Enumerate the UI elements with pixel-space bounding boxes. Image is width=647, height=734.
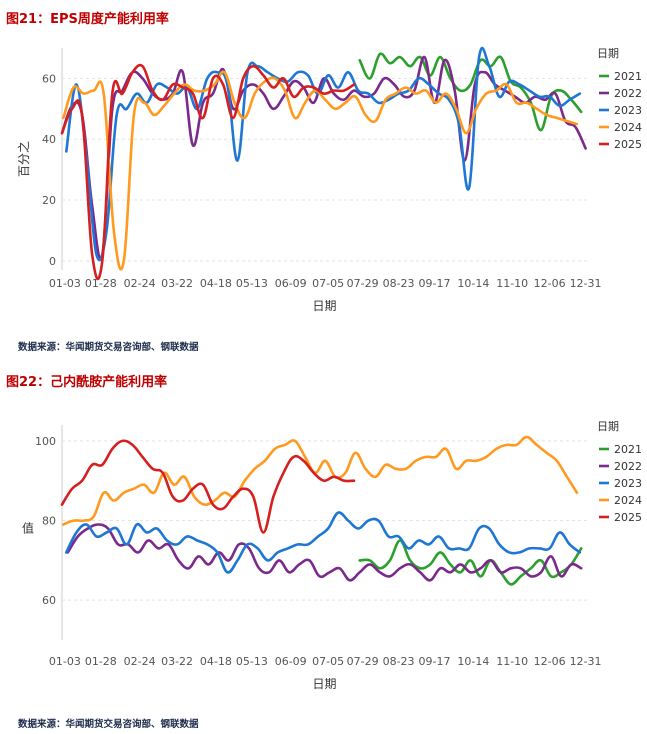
legend-label-2024: 2024 bbox=[614, 121, 642, 134]
legend-label-2022: 2022 bbox=[614, 460, 642, 473]
series-line-2025 bbox=[60, 439, 356, 534]
y-tick-label: 60 bbox=[42, 594, 56, 607]
legend-label-2024: 2024 bbox=[614, 494, 642, 507]
x-tick-label: 03-22 bbox=[161, 655, 193, 668]
x-tick-label: 02-24 bbox=[124, 655, 156, 668]
x-tick-label: 07-05 bbox=[312, 655, 344, 668]
series-line-2022 bbox=[66, 523, 583, 582]
x-tick-label: 09-17 bbox=[419, 655, 451, 668]
x-tick-label: 11-10 bbox=[496, 655, 528, 668]
y-tick-label: 100 bbox=[35, 435, 56, 448]
x-tick-label: 03-22 bbox=[161, 277, 193, 290]
figure-21-source: 数据来源：华闻期货交易咨询部、钢联数据 bbox=[18, 342, 199, 353]
x-axis-label: 日期 bbox=[312, 677, 336, 691]
x-tick-label: 11-10 bbox=[496, 277, 528, 290]
y-axis-label: 值 bbox=[22, 521, 34, 536]
legend-label-2023: 2023 bbox=[614, 104, 642, 117]
legend-label-2023: 2023 bbox=[614, 477, 642, 490]
x-tick-label: 01-03 bbox=[49, 655, 81, 668]
figure-22-source: 数据来源：华闻期货交易咨询部、钢联数据 bbox=[18, 719, 199, 730]
x-axis-label: 日期 bbox=[312, 299, 336, 313]
x-tick-label: 08-23 bbox=[383, 655, 415, 668]
series-line-2023 bbox=[65, 511, 582, 574]
x-tick-label: 02-24 bbox=[124, 277, 156, 290]
y-tick-label: 40 bbox=[42, 133, 56, 146]
figure-22-title: 图22：己内酰胺产能利用率 bbox=[6, 375, 168, 390]
legend-label-2025: 2025 bbox=[614, 138, 642, 151]
x-tick-label: 08-23 bbox=[383, 277, 415, 290]
series-line-2025 bbox=[60, 63, 356, 281]
series-line-2021 bbox=[358, 539, 583, 586]
x-tick-label: 12-31 bbox=[570, 655, 602, 668]
series-line-2024 bbox=[62, 70, 579, 271]
x-tick-label: 07-29 bbox=[347, 277, 379, 290]
x-tick-label: 12-31 bbox=[570, 277, 602, 290]
series-line-2024 bbox=[62, 435, 579, 526]
x-tick-label: 06-09 bbox=[275, 655, 307, 668]
x-tick-label: 10-14 bbox=[457, 277, 489, 290]
x-tick-label: 04-18 bbox=[200, 277, 232, 290]
y-tick-label: 20 bbox=[42, 194, 56, 207]
x-tick-label: 01-03 bbox=[49, 277, 81, 290]
legend-label-2025: 2025 bbox=[614, 511, 642, 524]
x-tick-label: 05-13 bbox=[236, 655, 268, 668]
x-tick-label: 05-13 bbox=[236, 277, 268, 290]
figure-21-title: 图21：EPS周度产能利用率 bbox=[6, 12, 169, 27]
x-tick-label: 01-28 bbox=[85, 655, 117, 668]
x-tick-label: 04-18 bbox=[200, 655, 232, 668]
legend-label-2021: 2021 bbox=[614, 70, 642, 83]
x-tick-label: 06-09 bbox=[275, 277, 307, 290]
y-tick-label: 80 bbox=[42, 515, 56, 528]
x-tick-label: 10-14 bbox=[457, 655, 489, 668]
y-axis-label: 百分之 bbox=[17, 141, 31, 177]
series-line-2021 bbox=[358, 52, 583, 132]
y-tick-label: 60 bbox=[42, 72, 56, 85]
x-tick-label: 07-05 bbox=[312, 277, 344, 290]
caprolactam-utilization-chart: 60 80 100 01-03 01-28 02-24 03-22 04-18 05-13 06-… bbox=[22, 420, 642, 691]
x-tick-label: 09-17 bbox=[419, 277, 451, 290]
x-tick-label: 12-06 bbox=[534, 655, 566, 668]
legend-title: 日期 bbox=[597, 47, 619, 60]
x-tick-label: 07-29 bbox=[347, 655, 379, 668]
y-tick-label: 0 bbox=[49, 255, 56, 268]
legend-label-2021: 2021 bbox=[614, 443, 642, 456]
legend-title: 日期 bbox=[597, 420, 619, 433]
legend-label-2022: 2022 bbox=[614, 87, 642, 100]
x-tick-label: 12-06 bbox=[534, 277, 566, 290]
x-tick-label: 01-28 bbox=[85, 277, 117, 290]
eps-utilization-chart: 0 20 40 60 01-03 01-28 02-24 03-22 04-18 05-13 06-… bbox=[17, 46, 642, 313]
